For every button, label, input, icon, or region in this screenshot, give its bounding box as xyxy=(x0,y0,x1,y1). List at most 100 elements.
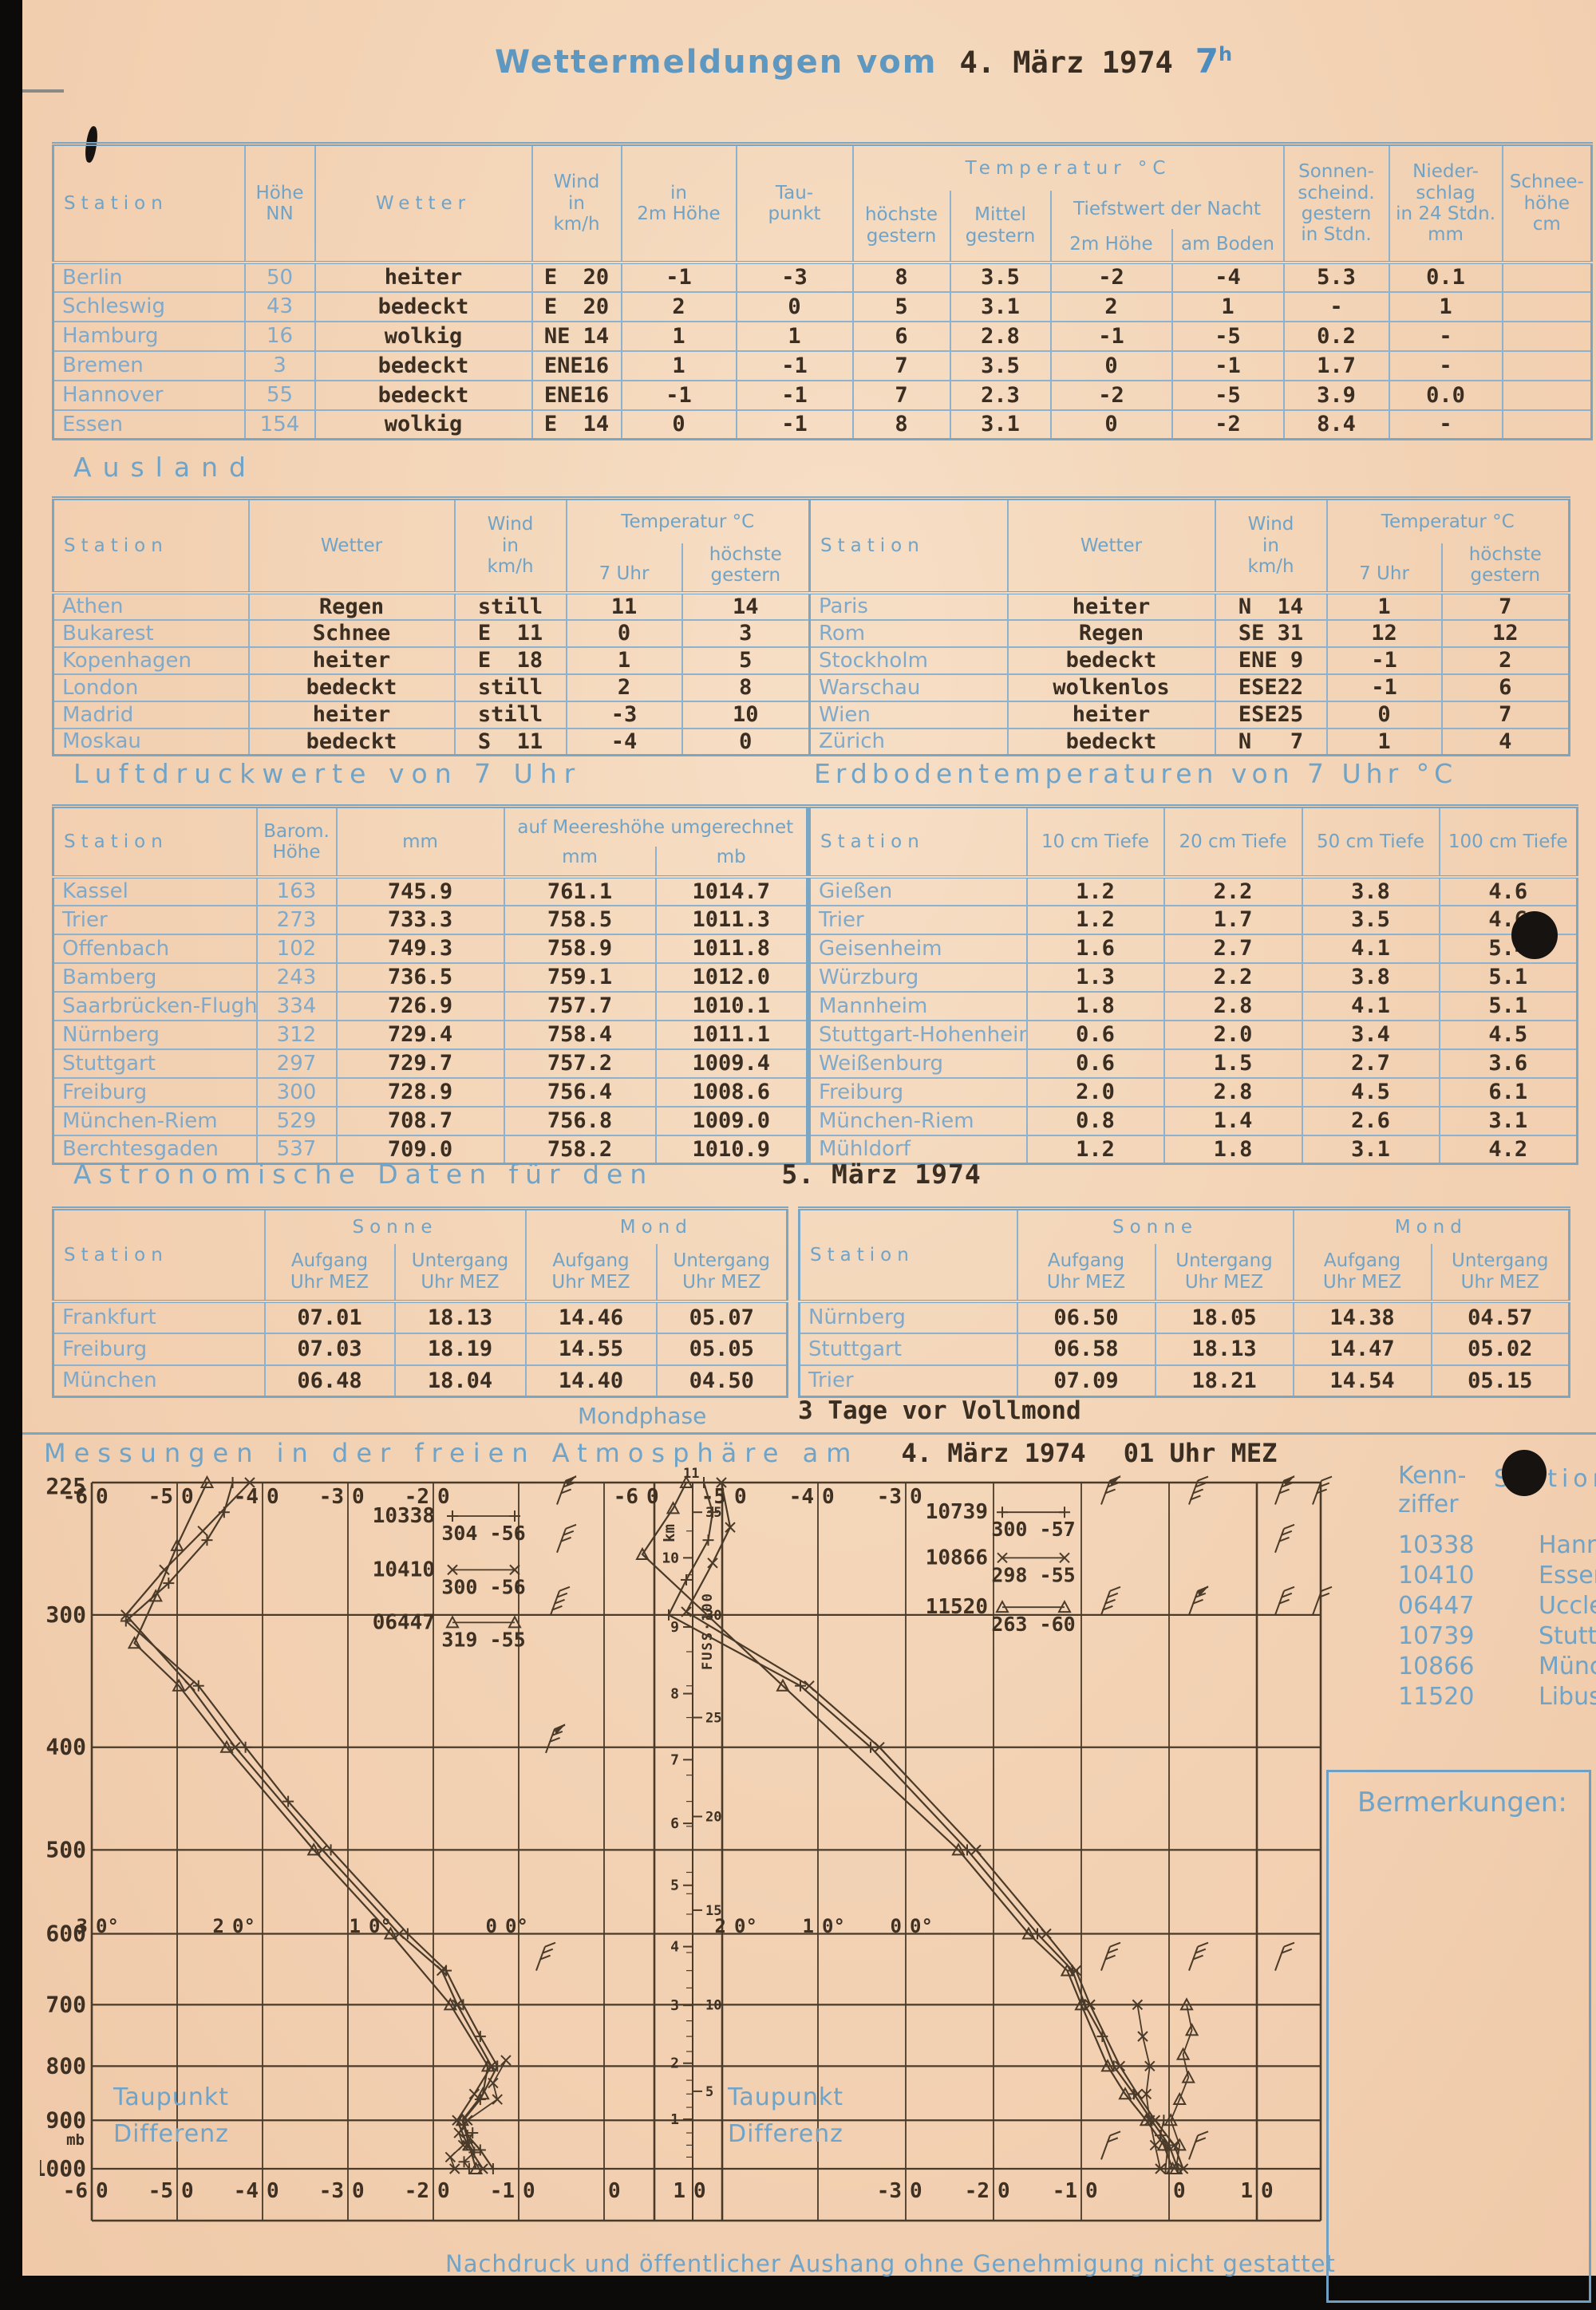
table-row: Moskau bedeckt S 11 -4 0 xyxy=(52,727,811,756)
svg-text:319 -55: 319 -55 xyxy=(441,1628,525,1651)
chart-title: Messungen in der freien Atmosphäre am 4.… xyxy=(44,1438,1277,1468)
value-cell: 736.5 xyxy=(335,962,505,993)
value-cell: -2 xyxy=(1171,409,1285,440)
table-row: München 06.48 18.04 14.40 04.50 xyxy=(52,1364,788,1398)
value-cell: heiter xyxy=(247,646,456,675)
value-cell: 1 xyxy=(565,646,683,675)
value-cell: 4.5 xyxy=(1301,1076,1440,1108)
table-row: Trier 07.09 18.21 14.54 05.15 xyxy=(798,1364,1570,1398)
svg-text:Taupunkt: Taupunkt xyxy=(113,2083,229,2111)
value-cell: -5 xyxy=(1171,379,1285,411)
astro-table-right: Station Sonne Mond Aufgang Uhr MEZ Unter… xyxy=(798,1206,1571,1398)
value-cell: 04.57 xyxy=(1430,1299,1570,1334)
table-row: Berchtesgaden 537 709.0 758.2 1010.9 xyxy=(52,1134,808,1165)
table-row: Gießen 1.2 2.2 3.8 4.6 xyxy=(808,875,1578,906)
col-sonne-aufgang: Aufgang Uhr MEZ xyxy=(1016,1243,1156,1302)
value-cell: 55 xyxy=(243,379,316,411)
svg-text:0: 0 xyxy=(486,1915,497,1937)
station-cell: Mühldorf xyxy=(808,1134,1028,1165)
value-cell: 10 xyxy=(681,700,811,729)
group-mond: Mond xyxy=(1292,1206,1570,1244)
station-cell: Nürnberg xyxy=(798,1299,1018,1334)
value-cell: -4 xyxy=(565,727,683,756)
svg-text:0: 0 xyxy=(267,1485,279,1509)
value-cell: bedeckt xyxy=(1006,727,1216,756)
value-cell: ENE 9 xyxy=(1214,646,1328,675)
value-cell: 2 xyxy=(1440,646,1570,675)
value-cell: 0.0 xyxy=(1388,379,1503,411)
station-cell: Bukarest xyxy=(52,618,250,648)
svg-text:-6: -6 xyxy=(614,1485,638,1509)
value-cell: - xyxy=(1388,320,1503,352)
value-cell: 745.9 xyxy=(335,875,505,906)
station-cell: Bamberg xyxy=(52,962,258,993)
divider-rule xyxy=(22,1432,1596,1435)
value-cell: 2.6 xyxy=(1301,1105,1440,1136)
value-cell: 6 xyxy=(1440,673,1570,702)
col-hoechste: höchste gestern xyxy=(1440,543,1570,594)
value-cell: 733.3 xyxy=(335,904,505,935)
value-cell xyxy=(1501,320,1593,352)
svg-text:10: 10 xyxy=(662,1550,679,1566)
station-cell: Schleswig xyxy=(52,290,246,322)
svg-text:FUSS·100: FUSS·100 xyxy=(700,1592,716,1670)
value-cell: 7 xyxy=(851,379,951,411)
col-sonne-untergang: Untergang Uhr MEZ xyxy=(393,1243,527,1302)
value-cell: 4.1 xyxy=(1301,933,1440,964)
svg-text:3: 3 xyxy=(77,1915,88,1937)
value-cell: 2.0 xyxy=(1163,1019,1303,1050)
section-erdboden: Erdbodentemperaturen von 7 Uhr °C xyxy=(814,758,1458,789)
svg-text:10739: 10739 xyxy=(926,1500,988,1524)
value-cell: 0 xyxy=(735,290,854,322)
value-cell: 243 xyxy=(255,962,338,993)
svg-text:0: 0 xyxy=(734,1485,747,1509)
svg-text:11520: 11520 xyxy=(926,1595,988,1619)
value-cell: 1012.0 xyxy=(654,962,808,993)
value-cell: 3.1 xyxy=(949,290,1052,322)
value-cell: 05.05 xyxy=(655,1332,788,1366)
svg-text:1: 1 xyxy=(670,2111,679,2128)
col-50cm: 50 cm Tiefe xyxy=(1301,804,1440,878)
value-cell: 728.9 xyxy=(335,1076,505,1108)
section-astro: Astronomische Daten für den 5. März 1974 xyxy=(73,1159,982,1190)
station-cell: Stuttgart-Hohenheim xyxy=(808,1019,1028,1050)
station-cell: Geisenheim xyxy=(808,933,1028,964)
svg-text:0: 0 xyxy=(646,1485,659,1509)
svg-text:mb: mb xyxy=(66,2131,85,2149)
col-station: Station xyxy=(52,496,250,594)
svg-text:Differenz: Differenz xyxy=(728,2120,843,2148)
svg-text:10: 10 xyxy=(705,1997,721,2013)
svg-text:0: 0 xyxy=(910,1485,922,1509)
value-cell: 14.38 xyxy=(1292,1299,1432,1334)
value-cell: -4 xyxy=(1171,260,1285,293)
svg-text:900: 900 xyxy=(45,2107,86,2133)
value-cell: 5.1 xyxy=(1438,962,1578,993)
luftdruck-table: Station Barom. Höhe mm auf Meereshöhe um… xyxy=(52,804,808,1165)
value-cell: Regen xyxy=(1006,618,1216,648)
value-cell: heiter xyxy=(1006,700,1216,729)
col-barom-hoehe: Barom. Höhe xyxy=(255,804,338,878)
value-cell: 1009.0 xyxy=(654,1105,808,1136)
value-cell: 06.58 xyxy=(1016,1332,1156,1366)
value-cell: 1 xyxy=(735,320,854,352)
svg-text:15: 15 xyxy=(705,1903,721,1919)
svg-text:0: 0 xyxy=(267,2179,279,2203)
svg-text:-4: -4 xyxy=(234,2179,259,2203)
svg-text:0: 0 xyxy=(822,1485,835,1509)
svg-text:0: 0 xyxy=(437,1485,450,1509)
table-row: Stockholm bedeckt ENE 9 -1 2 xyxy=(808,646,1570,675)
legend-station-name: Stuttgart xyxy=(1539,1622,1596,1650)
value-cell: 04.50 xyxy=(655,1364,788,1398)
value-cell: E 18 xyxy=(453,646,567,675)
value-cell: 1.5 xyxy=(1163,1048,1303,1079)
svg-text:-1: -1 xyxy=(490,2179,515,2203)
value-cell: 18.05 xyxy=(1154,1299,1294,1334)
value-cell: -1 xyxy=(735,379,854,411)
svg-text:-6: -6 xyxy=(63,2179,88,2203)
value-cell: 3.1 xyxy=(949,409,1052,440)
legend-entry: 10739 Stuttgart xyxy=(1398,1621,1596,1652)
value-cell xyxy=(1501,409,1593,440)
value-cell: N 14 xyxy=(1214,590,1328,621)
col-tief-2m: 2m Höhe xyxy=(1049,228,1173,263)
value-cell: - xyxy=(1282,290,1390,322)
